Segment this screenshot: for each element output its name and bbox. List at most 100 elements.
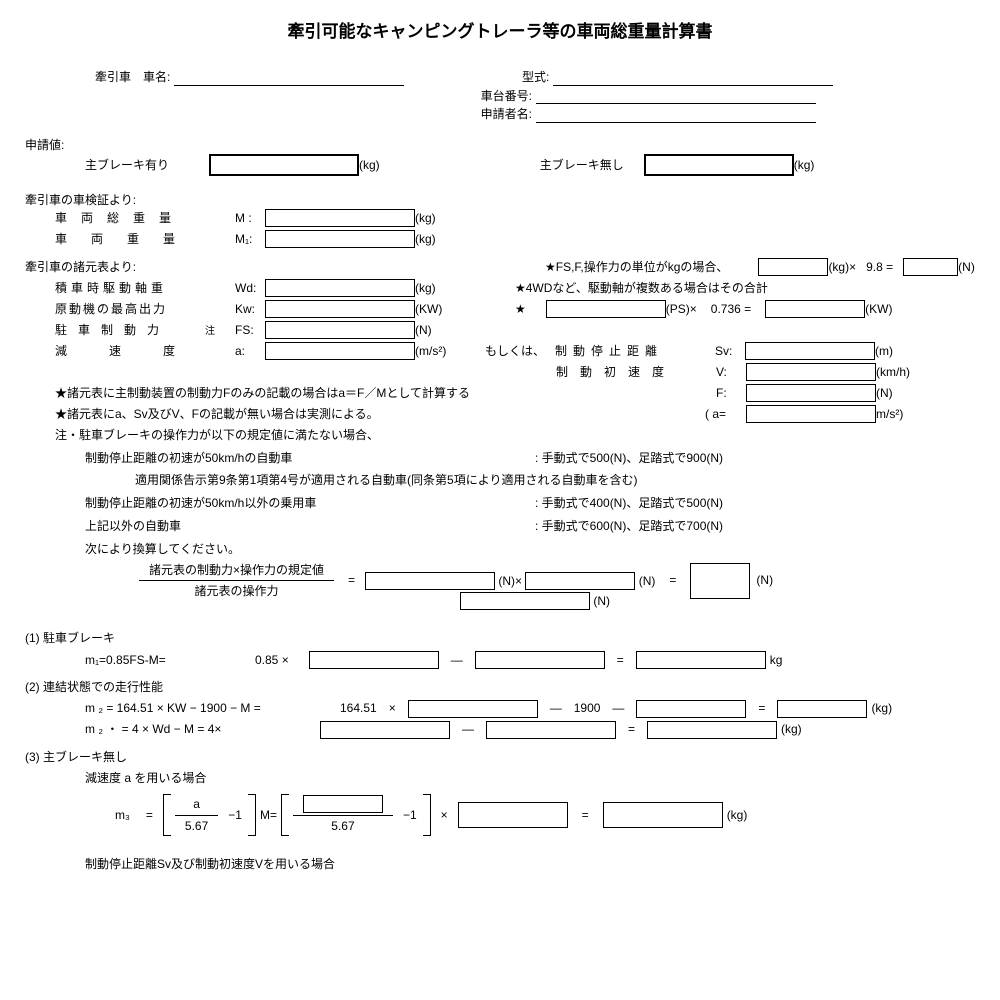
sec2-r1-sym: M : [235,210,265,227]
unit-kmh: (km/h) [876,364,910,381]
frac-a: a 5.67 [175,796,218,835]
calc2-f1a: m ₂ = 164.51 × KW − 1900 − M = [85,700,340,717]
unit-kg: (kg) [781,721,802,738]
note-l5: 適用関係告示第9条第1項第4号が適用される自動車(同条第5項により適用される自動… [25,472,975,489]
times: × [389,700,396,717]
a-input[interactable] [265,342,415,360]
calc2-in3[interactable] [320,721,450,739]
m3-label: m₃ [115,807,130,824]
brake-yes-label: 主ブレーキ有り [85,157,169,174]
note-l3: 注・駐車ブレーキの操作力が以下の規定値に満たない場合、 [25,427,975,444]
n1-times: (kg)× [828,259,856,276]
sec2-title: 牽引車の車検証より: [25,192,975,209]
note-l1: ★諸元表に主制動装置の制動力Fのみの記載の場合はa＝F／Mとして計算する [25,385,716,402]
calc3-in1[interactable] [303,795,383,813]
n3-ps: (PS)× [666,301,697,318]
unit-kg: (kg) [794,157,815,174]
n4a-sym: Sv: [715,343,745,360]
minus1: −1 [228,807,242,824]
sec3-r3-sym: FS: [235,322,265,339]
ps-input[interactable] [546,300,666,318]
m-input[interactable] [265,209,415,227]
note-l8: 次により換算してください。 [25,541,975,558]
calc3-out[interactable] [603,802,723,828]
sec3-r4-sym: a: [235,343,265,360]
chassis-input[interactable] [536,88,816,104]
calc2-in2[interactable] [636,700,746,718]
unit-kw: (KW) [415,301,515,318]
nx: (N)× [498,574,522,588]
calc1-in1[interactable] [309,651,439,669]
brake-no-label: 主ブレーキ無し [540,157,624,174]
fs-n-output[interactable] [903,258,958,276]
n4b: 制動初速度 [556,364,716,381]
conv-a[interactable] [365,572,495,590]
eq: = [758,700,765,717]
unit-kg: (kg) [415,210,436,227]
eq: = [146,807,153,824]
unit-kg: (kg) [727,807,748,824]
v-input[interactable] [746,363,876,381]
calc1-formula: m₁=0.85FS-M= [85,652,255,669]
conv-out[interactable] [690,563,750,599]
eq: = [617,652,624,669]
note-l4b: : 手動式で500(N)、足踏式で900(N) [535,450,723,467]
model-label: 型式: [489,69,549,86]
calc2-in1[interactable] [408,700,538,718]
unit-ms2: (m/s²) [415,343,485,360]
calc3-in2[interactable] [458,802,568,828]
applicant-input[interactable] [536,107,816,123]
wd-input[interactable] [265,279,415,297]
unit-kg: (kg) [415,280,515,297]
brake-yes-input[interactable] [209,154,359,176]
fs-input[interactable] [265,321,415,339]
eq: = [669,572,676,589]
n4: もしくは、 [485,343,555,360]
fs-kg-input[interactable] [758,258,828,276]
a2-input[interactable] [746,405,876,423]
bracket [281,794,289,836]
calc1-in2[interactable] [475,651,605,669]
model-input[interactable] [553,70,833,86]
sec3-title: 牽引車の諸元表より: [25,259,545,276]
calc1-out[interactable] [636,651,766,669]
n1-const: 9.8 = [866,259,893,276]
brake-no-input[interactable] [644,154,794,176]
m1-input[interactable] [265,230,415,248]
minus1: −1 [403,807,417,824]
np: (N) [639,574,656,588]
unit-n: (N) [958,259,975,276]
times: × [441,807,448,824]
eq: = [582,807,589,824]
n3-const: 0.736 = [711,301,751,318]
calc2-out1[interactable] [777,700,867,718]
kw-output[interactable] [765,300,865,318]
n4a: 制動停止距離 [555,343,715,360]
sec2-r2-sym: M₁: [235,231,265,248]
calc2-f1b: 164.51 [340,700,377,717]
f-input[interactable] [746,384,876,402]
sv-input[interactable] [745,342,875,360]
n4b-sym: V: [716,364,746,381]
note-l7b: : 手動式で600(N)、足踏式で700(N) [535,518,723,535]
calc2-out2[interactable] [647,721,777,739]
note-l6a: 制動停止距離の初速が50km/h以外の乗用車 [85,495,535,512]
conv-c[interactable] [460,592,590,610]
kw-input[interactable] [265,300,415,318]
app-value-label: 申請値: [25,137,975,154]
unit-kg: (kg) [415,231,436,248]
conv-b[interactable] [525,572,635,590]
minus: — [612,700,624,717]
calc3-sub1: 減速度 a を用いる場合 [25,770,975,787]
frac-box: 5.67 [293,795,393,835]
minus: — [462,721,474,738]
unit-ms2-paren: m/s²) [876,406,903,423]
towcar-input[interactable] [174,70,404,86]
note-l4a: 制動停止距離の初速が50km/hの自動車 [85,450,535,467]
note-l6b: : 手動式で400(N)、足踏式で500(N) [535,495,723,512]
eq: = [628,721,635,738]
calc2-in4[interactable] [486,721,616,739]
bracket [423,794,431,836]
chassis-label: 車台番号: [457,88,532,105]
c1900: 1900 [574,700,601,717]
